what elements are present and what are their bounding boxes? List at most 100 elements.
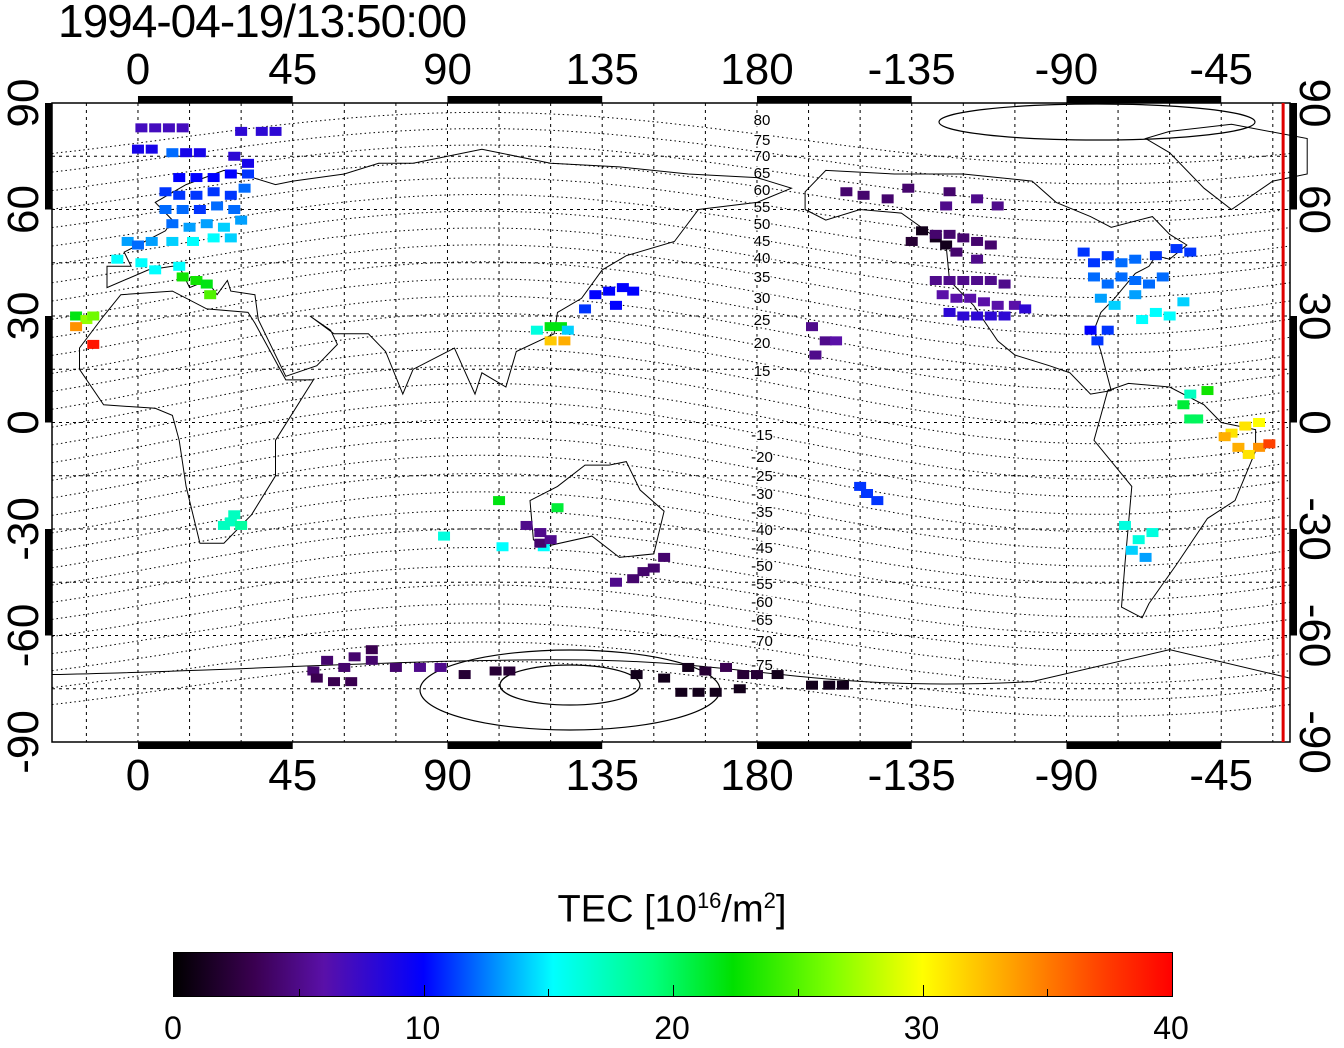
tec-point (579, 304, 592, 314)
tec-point (1149, 251, 1162, 261)
magnetic-latitude-label: 75 (754, 132, 771, 149)
tec-point (771, 670, 784, 680)
tec-point (534, 538, 547, 548)
tec-point (200, 279, 213, 289)
tec-point (238, 183, 251, 193)
tec-point (207, 173, 220, 183)
magnetic-pole-contour-south-inner (499, 664, 641, 706)
tec-point (1253, 442, 1266, 452)
x-tick-label-top: 0 (126, 45, 150, 94)
tec-point (603, 286, 616, 296)
tec-point (1129, 276, 1142, 285)
y-tick-label-left: 30 (0, 292, 48, 341)
colorbar-title-end: ] (775, 888, 787, 931)
tec-point (131, 240, 144, 250)
tec-point (1118, 520, 1131, 530)
y-tick-label-right: 90 (1290, 79, 1339, 128)
tec-point (365, 655, 378, 665)
tec-point (957, 276, 970, 285)
tec-point (1101, 279, 1114, 289)
tec-point (823, 680, 836, 690)
tec-point (111, 254, 124, 264)
x-tick-label-top: 135 (566, 45, 639, 94)
tec-point (737, 670, 750, 680)
tec-point (173, 173, 186, 183)
colorbar-tick-label: 20 (654, 1010, 690, 1046)
tec-point (338, 662, 351, 672)
tec-point (242, 169, 255, 179)
axis-bar-top (756, 96, 912, 103)
coastline (79, 290, 315, 544)
magnetic-contour (51, 641, 1291, 701)
colorbar-tick (922, 985, 924, 996)
tec-point (561, 325, 574, 335)
tec-point (438, 531, 451, 541)
tec-point (1094, 293, 1107, 303)
tec-point (637, 567, 650, 577)
x-tick-label-bottom: -135 (868, 751, 956, 800)
tec-point (255, 126, 268, 136)
x-tick-label-bottom: 180 (720, 751, 793, 800)
tec-point (857, 190, 870, 200)
colorbar-title-text: TEC [10 (557, 888, 697, 931)
tec-point (902, 183, 915, 193)
colorbar-tick (797, 989, 799, 996)
magnetic-latitude-label: -25 (751, 468, 773, 485)
tec-point (190, 173, 203, 183)
tec-point (348, 652, 361, 662)
tec-point (131, 144, 144, 154)
tec-point (149, 123, 162, 133)
tec-point (809, 350, 822, 360)
axis-bar-top (1066, 96, 1222, 103)
tec-point (720, 662, 733, 672)
magnetic-latitude-label: 55 (754, 199, 771, 216)
tec-point (503, 666, 516, 676)
tec-point (413, 662, 426, 672)
y-tick-label-left: -90 (0, 710, 48, 774)
tec-point (630, 670, 643, 680)
colorbar-tick (673, 985, 674, 996)
tec-point (929, 276, 942, 285)
tec-point (1239, 421, 1252, 431)
tec-point (458, 670, 471, 680)
tec-point (805, 680, 818, 690)
tec-point (530, 325, 543, 335)
axis-bar-left (45, 529, 52, 636)
tec-point (984, 311, 997, 321)
tec-point (991, 201, 1004, 211)
tec-point (135, 123, 148, 133)
tec-point (159, 187, 172, 197)
magnetic-contour (51, 584, 1291, 651)
tec-point (658, 552, 671, 562)
tec-point (1170, 244, 1183, 254)
tec-point (627, 574, 640, 584)
tec-point (235, 215, 248, 225)
magnetic-latitude-label: 60 (754, 182, 771, 199)
magnetic-latitude-label: -55 (751, 576, 773, 593)
coastline (804, 169, 1188, 395)
tec-point (228, 205, 241, 214)
tec-point (971, 276, 984, 285)
magnetic-latitude-label: -20 (751, 449, 773, 466)
tec-point (733, 684, 746, 694)
coastline (1144, 123, 1308, 211)
magnetic-pole-contour-north (938, 103, 1256, 141)
tec-point (217, 520, 230, 530)
tec-point (950, 293, 963, 303)
tec-point (87, 339, 100, 349)
colorbar-tick-label: 10 (404, 1010, 441, 1046)
axis-bar-bottom (756, 742, 912, 749)
tec-point (1149, 307, 1162, 317)
magnetic-latitude-label: 20 (754, 335, 771, 352)
magnetic-latitude-label: 35 (754, 269, 771, 286)
tec-point (207, 187, 220, 197)
tec-point (1163, 311, 1176, 321)
tec-point (544, 535, 557, 545)
tec-point (943, 187, 956, 197)
tec-point (692, 687, 705, 697)
magnetic-latitude-label: -30 (751, 486, 773, 503)
tec-point (327, 677, 340, 687)
tec-point (991, 300, 1004, 310)
y-tick-label-left: 90 (0, 79, 48, 128)
tec-point (365, 645, 378, 655)
